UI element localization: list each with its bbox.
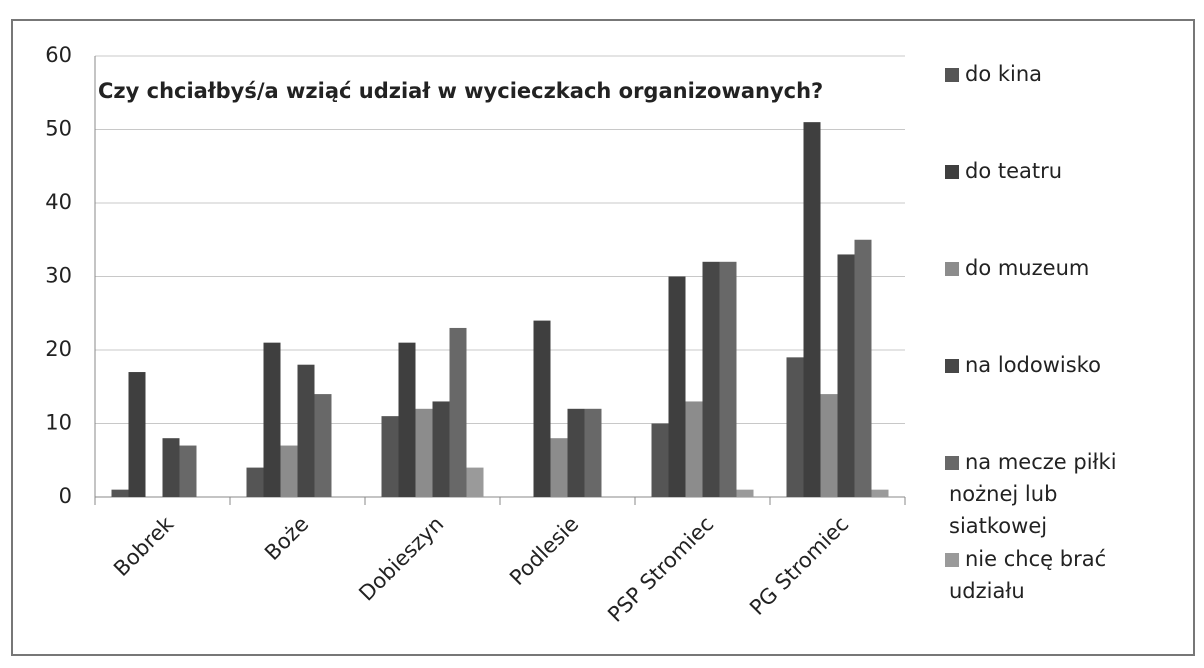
- bar: [584, 408, 602, 497]
- legend-swatch: [945, 553, 959, 567]
- x-tick-label: Podlesie: [505, 512, 583, 590]
- bar: [314, 394, 332, 497]
- legend-swatch: [945, 68, 959, 82]
- bar: [432, 401, 450, 497]
- legend-swatch: [945, 165, 959, 179]
- bar: [786, 357, 804, 497]
- y-tick-label: 40: [45, 190, 72, 214]
- legend-label: do teatru: [965, 159, 1062, 183]
- bar: [854, 239, 872, 497]
- x-tick-label: Boże: [260, 512, 313, 565]
- bar: [398, 342, 416, 497]
- legend-swatch: [945, 262, 959, 276]
- y-tick-label: 60: [45, 43, 72, 67]
- bar: [820, 394, 838, 497]
- bar: [449, 327, 467, 497]
- bar: [719, 261, 737, 497]
- bar: [246, 467, 264, 497]
- chart-title: Czy chciałbyś/a wziąć udział w wycieczka…: [98, 79, 823, 103]
- bar: [111, 489, 129, 497]
- x-tick-label: Bobrek: [109, 511, 179, 581]
- bar: [466, 467, 484, 497]
- y-tick-label: 10: [45, 411, 72, 435]
- bar: [668, 276, 686, 497]
- bar: [297, 364, 315, 497]
- x-tick-label: PG Stromiec: [745, 512, 853, 620]
- bar: [871, 489, 889, 497]
- legend-label: na mecze piłki nożnej lub siatkowej: [949, 450, 1117, 538]
- x-tick-label: Dobieszyn: [354, 512, 448, 606]
- legend-swatch: [945, 456, 959, 470]
- bar: [702, 261, 720, 497]
- legend-swatch: [945, 359, 959, 373]
- legend-label: na lodowisko: [965, 353, 1101, 377]
- legend-label: do muzeum: [965, 256, 1089, 280]
- bar: [162, 438, 180, 497]
- y-tick-label: 50: [45, 117, 72, 141]
- bar: [415, 408, 433, 497]
- bar: [280, 445, 298, 497]
- bar: [685, 401, 703, 497]
- chart-frame: [11, 19, 1195, 656]
- bar: [179, 445, 197, 497]
- legend-label: nie chcę brać udziału: [949, 547, 1106, 603]
- bar: [533, 320, 551, 497]
- bar: [803, 122, 821, 498]
- bar: [567, 408, 585, 497]
- bar: [550, 438, 568, 497]
- y-tick-label: 0: [59, 484, 72, 508]
- x-tick-label: PSP Stromiec: [603, 512, 718, 627]
- bar: [263, 342, 281, 497]
- bar: [128, 372, 146, 497]
- bar: [651, 423, 669, 497]
- bar: [837, 254, 855, 497]
- y-tick-label: 20: [45, 337, 72, 361]
- legend-label: do kina: [965, 62, 1042, 86]
- y-tick-label: 30: [45, 264, 72, 288]
- bar: [381, 416, 399, 497]
- bar: [736, 489, 754, 497]
